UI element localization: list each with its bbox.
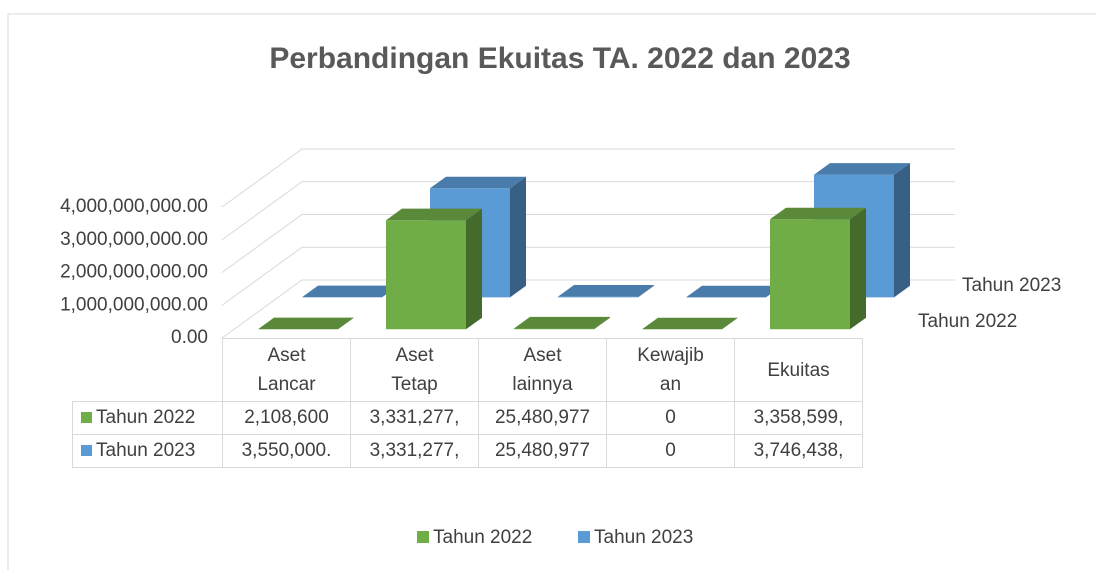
- bar-top: [258, 317, 354, 330]
- table-value-cell: 2,108,600: [222, 401, 351, 435]
- y-tick-label: 2,000,000,000.00: [60, 262, 208, 283]
- table-value-cell: 25,480,977: [478, 401, 607, 435]
- table-value-cell: 0: [606, 434, 735, 468]
- bar-front: [558, 296, 638, 298]
- bar-top: [386, 208, 482, 221]
- category-label: Aset Lancar: [257, 345, 316, 395]
- bar-side: [594, 316, 610, 330]
- table-value-cell: 3,331,277,: [350, 401, 479, 435]
- y-tick-label: 1,000,000,000.00: [60, 294, 208, 315]
- bar-top: [430, 176, 526, 189]
- grid-line: [221, 246, 955, 306]
- bar-front: [386, 220, 466, 330]
- data-table: Aset Lancar Aset Tetap Aset lainnya Kewajib…: [72, 338, 863, 468]
- bar: [770, 207, 866, 330]
- table-value-cell: 3,550,000.: [222, 434, 351, 468]
- table-value-cell: 3,746,438,: [734, 434, 863, 468]
- table-row: Tahun 2023 3,550,000. 3,331,277, 25,480,977…: [72, 434, 863, 468]
- table-category-cell: Ekuitas: [734, 338, 863, 402]
- bar-top: [686, 285, 782, 298]
- bar-side: [850, 207, 866, 330]
- bar-top: [642, 317, 738, 330]
- bar: [558, 284, 654, 298]
- bar-top: [302, 285, 398, 298]
- table-value-cell: 3,331,277,: [350, 434, 479, 468]
- bar-side: [466, 208, 482, 330]
- legend-key: [417, 531, 429, 543]
- grid-line: [221, 181, 955, 241]
- bar-side: [638, 284, 654, 298]
- category-label: Ekuitas: [767, 359, 830, 381]
- category-label: Aset lainnya: [512, 345, 573, 395]
- bar: [642, 317, 738, 330]
- bar: [258, 317, 354, 330]
- category-label: Kewajiban: [637, 345, 704, 395]
- legend-label: Tahun 2022: [433, 527, 532, 548]
- legend-key: [81, 445, 92, 456]
- bar: [302, 285, 398, 298]
- series-name: Tahun 2022: [96, 407, 196, 428]
- chart-frame: [7, 13, 1096, 570]
- bar-front: [514, 328, 594, 330]
- table-value-cell: 0: [606, 401, 735, 435]
- grid-line: [221, 279, 955, 339]
- table-value-cell: 25,480,977: [478, 434, 607, 468]
- category-label: Aset Tetap: [391, 345, 438, 395]
- grid-line: [221, 148, 955, 208]
- bar-top: [770, 207, 866, 220]
- legend-key: [81, 412, 92, 423]
- series-axis-label: Tahun 2023: [962, 275, 1061, 296]
- series-name: Tahun 2023: [96, 440, 196, 461]
- table-category-cell: Aset lainnya: [478, 338, 607, 402]
- bar-side: [510, 176, 526, 298]
- table-category-cell: Aset Tetap: [350, 338, 479, 402]
- legend-key: [578, 531, 590, 543]
- bar: [686, 285, 782, 298]
- table-category-cell: Aset Lancar: [222, 338, 351, 402]
- chart-title: Perbandingan Ekuitas TA. 2022 dan 2023: [269, 42, 850, 75]
- legend-label: Tahun 2023: [594, 527, 693, 548]
- table-category-cell: Kewajiban: [606, 338, 735, 402]
- table-series-cell: Tahun 2022: [72, 401, 223, 435]
- bar: [386, 208, 482, 330]
- grid-line: [221, 214, 955, 273]
- table-value-cell: 3,358,599,: [734, 401, 863, 435]
- table-series-cell: Tahun 2023: [72, 434, 223, 468]
- bar-top: [558, 284, 654, 297]
- table-header-row: Aset Lancar Aset Tetap Aset lainnya Kewajib…: [72, 338, 863, 402]
- series-axis-label: Tahun 2022: [918, 311, 1017, 332]
- y-tick-label: 4,000,000,000.00: [60, 196, 208, 217]
- bar-side: [894, 163, 910, 298]
- table-corner: [72, 338, 223, 402]
- bar-top: [514, 316, 610, 329]
- bar-side: [338, 317, 354, 330]
- bar-top: [814, 163, 910, 175]
- bar: [514, 316, 610, 330]
- bar-front: [770, 219, 850, 330]
- table-row: Tahun 2022 2,108,600 3,331,277, 25,480,977 0…: [72, 401, 863, 435]
- y-tick-label: 3,000,000,000.00: [60, 229, 208, 250]
